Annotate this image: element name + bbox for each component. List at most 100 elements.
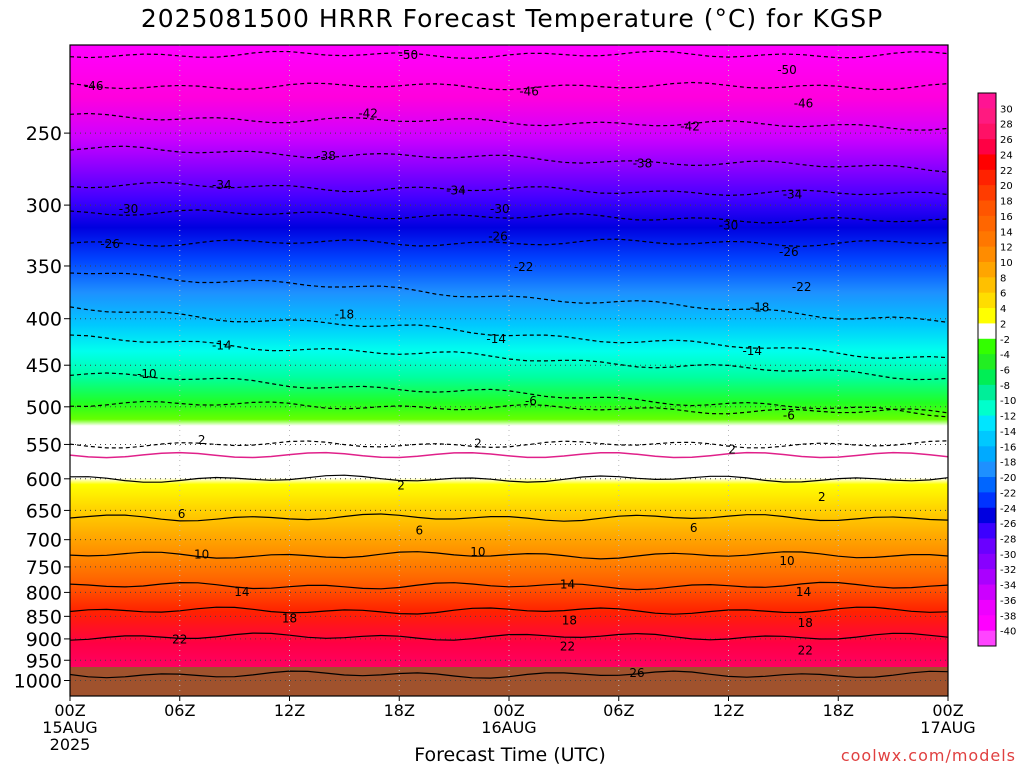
colorbar-label: 8 <box>1000 273 1006 284</box>
colorbar-label: 6 <box>1000 289 1006 300</box>
contour-line <box>69 513 949 522</box>
contour-label: -34 <box>446 183 466 197</box>
y-tick-label: 750 <box>26 557 62 579</box>
colorbar-segment <box>978 308 996 324</box>
colorbar-segment <box>978 446 996 463</box>
contour-label: -50 <box>777 63 797 77</box>
colorbar-label: 18 <box>1000 197 1013 208</box>
contour-label: 2 <box>198 433 206 447</box>
contour-label: -6 <box>525 394 537 408</box>
x-tick-label: 18Z <box>823 701 854 720</box>
colorbar-segment <box>978 292 996 309</box>
colorbar-label: -2 <box>1000 335 1010 346</box>
contour-line <box>69 474 949 483</box>
y-tick-label: 950 <box>26 650 62 672</box>
y-tick-label: 400 <box>26 309 62 331</box>
contour-label: -46 <box>84 79 104 93</box>
colorbar-segment <box>978 185 996 202</box>
credit-text: coolwx.com/models <box>840 746 1016 765</box>
colorbar-label: -4 <box>1000 350 1010 361</box>
colorbar-segment <box>978 354 996 370</box>
y-tick-label: 900 <box>26 629 62 651</box>
contour-label: 2 <box>728 442 736 456</box>
colorbar-segment <box>978 461 996 478</box>
contour-label: -10 <box>137 367 157 381</box>
colorbar-segment <box>978 139 996 155</box>
colorbar-segment <box>978 507 996 524</box>
colorbar-label: 12 <box>1000 243 1013 254</box>
colorbar-label: -6 <box>1000 366 1010 377</box>
contour-label: 18 <box>798 616 813 630</box>
colorbar-segment <box>978 169 996 186</box>
y-tick-label: 850 <box>26 606 62 628</box>
colorbar-label: 26 <box>1000 135 1013 146</box>
colorbar-segment <box>978 523 996 539</box>
colorbar-segment <box>978 277 996 294</box>
colorbar-segment <box>978 338 996 355</box>
colorbar-segment <box>978 384 996 401</box>
contour-label: -14 <box>212 338 232 352</box>
x-tick-label: 16AUG <box>481 718 536 737</box>
colorbar-label: -18 <box>1000 458 1016 469</box>
contour-label: 14 <box>796 585 811 599</box>
y-tick-label: 300 <box>26 195 62 217</box>
contour-line <box>69 670 949 679</box>
x-tick-label: 12Z <box>274 701 305 720</box>
chart-title: 2025081500 HRRR Forecast Temperature (°C… <box>140 4 884 33</box>
colorbar-segment <box>978 477 996 493</box>
contour-label: 10 <box>470 545 485 559</box>
contour-label: -14 <box>486 332 506 346</box>
x-tick-label: 00Z <box>493 701 524 720</box>
y-tick-label: 600 <box>26 469 62 491</box>
colorbar-segment <box>978 584 996 601</box>
contour-label: 14 <box>234 585 249 599</box>
contour-label: -30 <box>719 219 739 233</box>
colorbar-label: 24 <box>1000 150 1013 161</box>
contour-label: 10 <box>779 554 794 568</box>
colorbar-label: 16 <box>1000 212 1013 223</box>
colorbar-segment <box>978 538 996 555</box>
colorbar-label: -14 <box>1000 427 1016 438</box>
contour-label: -14 <box>742 344 762 358</box>
colorbar-segment <box>978 231 996 248</box>
colorbar-label: -12 <box>1000 412 1016 423</box>
colorbar-segment <box>978 93 996 109</box>
colorbar-label: 30 <box>1000 104 1013 115</box>
colorbar-segment <box>978 553 996 570</box>
contour-line <box>69 606 949 615</box>
colorbar-label: -26 <box>1000 519 1016 530</box>
colorbar-segment <box>978 492 996 509</box>
y-tick-label: 450 <box>26 355 62 377</box>
contour-line <box>69 551 949 560</box>
contour-label: 2 <box>474 437 482 451</box>
colorbar-segment <box>978 323 996 340</box>
colorbar-label: -10 <box>1000 396 1016 407</box>
y-tick-label: 800 <box>26 582 62 604</box>
contour-label: 2 <box>818 490 826 504</box>
contour-label: -38 <box>633 157 653 171</box>
colorbar-label: 2 <box>1000 319 1006 330</box>
colorbar-segment <box>978 599 996 616</box>
contour-label: -34 <box>212 178 232 192</box>
contour-label: -26 <box>488 230 508 244</box>
contour-label: -26 <box>100 237 120 251</box>
contour-label: -26 <box>779 245 799 259</box>
contour-label: 6 <box>416 524 424 538</box>
contour-label: -42 <box>358 107 378 121</box>
colorbar-label: -38 <box>1000 611 1016 622</box>
contour-label: 22 <box>560 640 575 654</box>
colorbar-segment <box>978 369 996 386</box>
y-tick-label: 550 <box>26 434 62 456</box>
colorbar-label: 4 <box>1000 304 1006 315</box>
colorbar-segment <box>978 246 996 263</box>
contour-label: 6 <box>690 521 698 535</box>
colorbar-label: 28 <box>1000 120 1013 131</box>
colorbar-label: -36 <box>1000 596 1016 607</box>
colorbar-label: 20 <box>1000 181 1013 192</box>
contour-label: -50 <box>399 48 419 62</box>
y-tick-label: 500 <box>26 397 62 419</box>
contour-label: 22 <box>798 644 813 658</box>
colorbar-segment <box>978 415 996 432</box>
colorbar-segment <box>978 630 996 647</box>
